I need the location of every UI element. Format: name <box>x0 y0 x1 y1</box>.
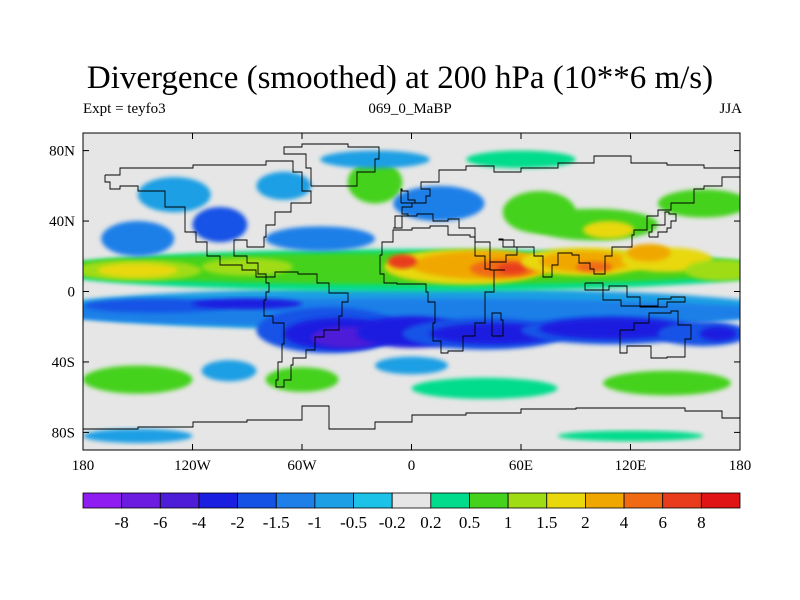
contour-mid-north-america-blue <box>192 206 248 243</box>
coast-eurasia <box>393 155 740 278</box>
x-tick-label: 120W <box>174 458 212 474</box>
contour-high-siberia-green <box>466 150 576 169</box>
chart-title: Divergence (smoothed) at 200 hPa (10**6 … <box>86 60 714 96</box>
contour-nh-arabia-core <box>497 263 527 274</box>
coast-greenland <box>283 143 380 187</box>
contour-mid-atlantic-blue <box>265 226 375 251</box>
contour-mid-europe-blue <box>393 185 485 222</box>
coast-south-america <box>263 271 349 388</box>
coast-africa <box>379 225 505 354</box>
y-tick-label: 80N <box>49 144 75 160</box>
contour-southern-ocean-green <box>411 377 558 399</box>
coast-japan <box>648 211 677 238</box>
y-tick-label: 40N <box>49 214 75 230</box>
x-tick-label: 120E <box>615 458 647 474</box>
axis-ticks: 180 120W 60W 0 60E 120E 180 80N 40N 0 40S 80S <box>49 133 751 474</box>
contour-south-atlantic-cyan <box>375 356 448 375</box>
contour-mid-ne-pacific-cyan <box>137 177 211 213</box>
coast-north-america <box>104 160 312 278</box>
contour-nh-west-africa-core <box>387 254 417 269</box>
x-tick-label: 180 <box>729 458 752 474</box>
contour-south-australia-green <box>603 370 731 396</box>
contour-sh-west-pacific-core <box>699 326 737 341</box>
contour-sh-band-east-pacific <box>192 298 302 310</box>
contour-sh-band-pacific <box>83 298 229 313</box>
coast-australia <box>619 310 692 359</box>
coast-uk <box>400 188 416 204</box>
y-tick-label: 0 <box>68 285 76 301</box>
y-tick-label: 40S <box>52 355 75 371</box>
contour-nh-central-america <box>201 258 293 276</box>
contour-antarctic-cyan-west <box>83 428 193 443</box>
coast-antarctica <box>83 405 740 430</box>
x-tick-label: 60E <box>509 458 533 474</box>
contour-mid-north-pacific-green <box>657 189 740 218</box>
contour-nh-date-line <box>685 259 740 281</box>
experiment-label: Expt = teyfo3 <box>83 101 166 117</box>
time-label: 069_0_MaBP <box>368 101 452 117</box>
coast-indonesia <box>584 282 686 308</box>
contour-field <box>83 133 740 450</box>
x-tick-label: 60W <box>287 458 317 474</box>
y-tick-label: 80S <box>52 425 75 441</box>
contour-antarctic-green-east <box>557 430 704 442</box>
coast-madagascar <box>491 312 504 337</box>
contour-mid-china-orange <box>583 221 635 239</box>
contour-south-pacific-green <box>83 365 193 394</box>
coastlines <box>83 143 740 430</box>
x-tick-label: 0 <box>408 458 416 474</box>
contour-mid-canada-cyan <box>256 171 312 200</box>
x-tick-label: 180 <box>72 458 95 474</box>
season-label: JJA <box>719 101 742 117</box>
contour-south-east-pacific-cyan <box>201 360 257 382</box>
contour-nh-west-pacific-core <box>626 243 671 262</box>
contour-nh-pacific-core <box>97 263 178 278</box>
contour-nh-asia-core <box>575 261 613 273</box>
contour-mid-pacific-blue <box>101 221 175 257</box>
